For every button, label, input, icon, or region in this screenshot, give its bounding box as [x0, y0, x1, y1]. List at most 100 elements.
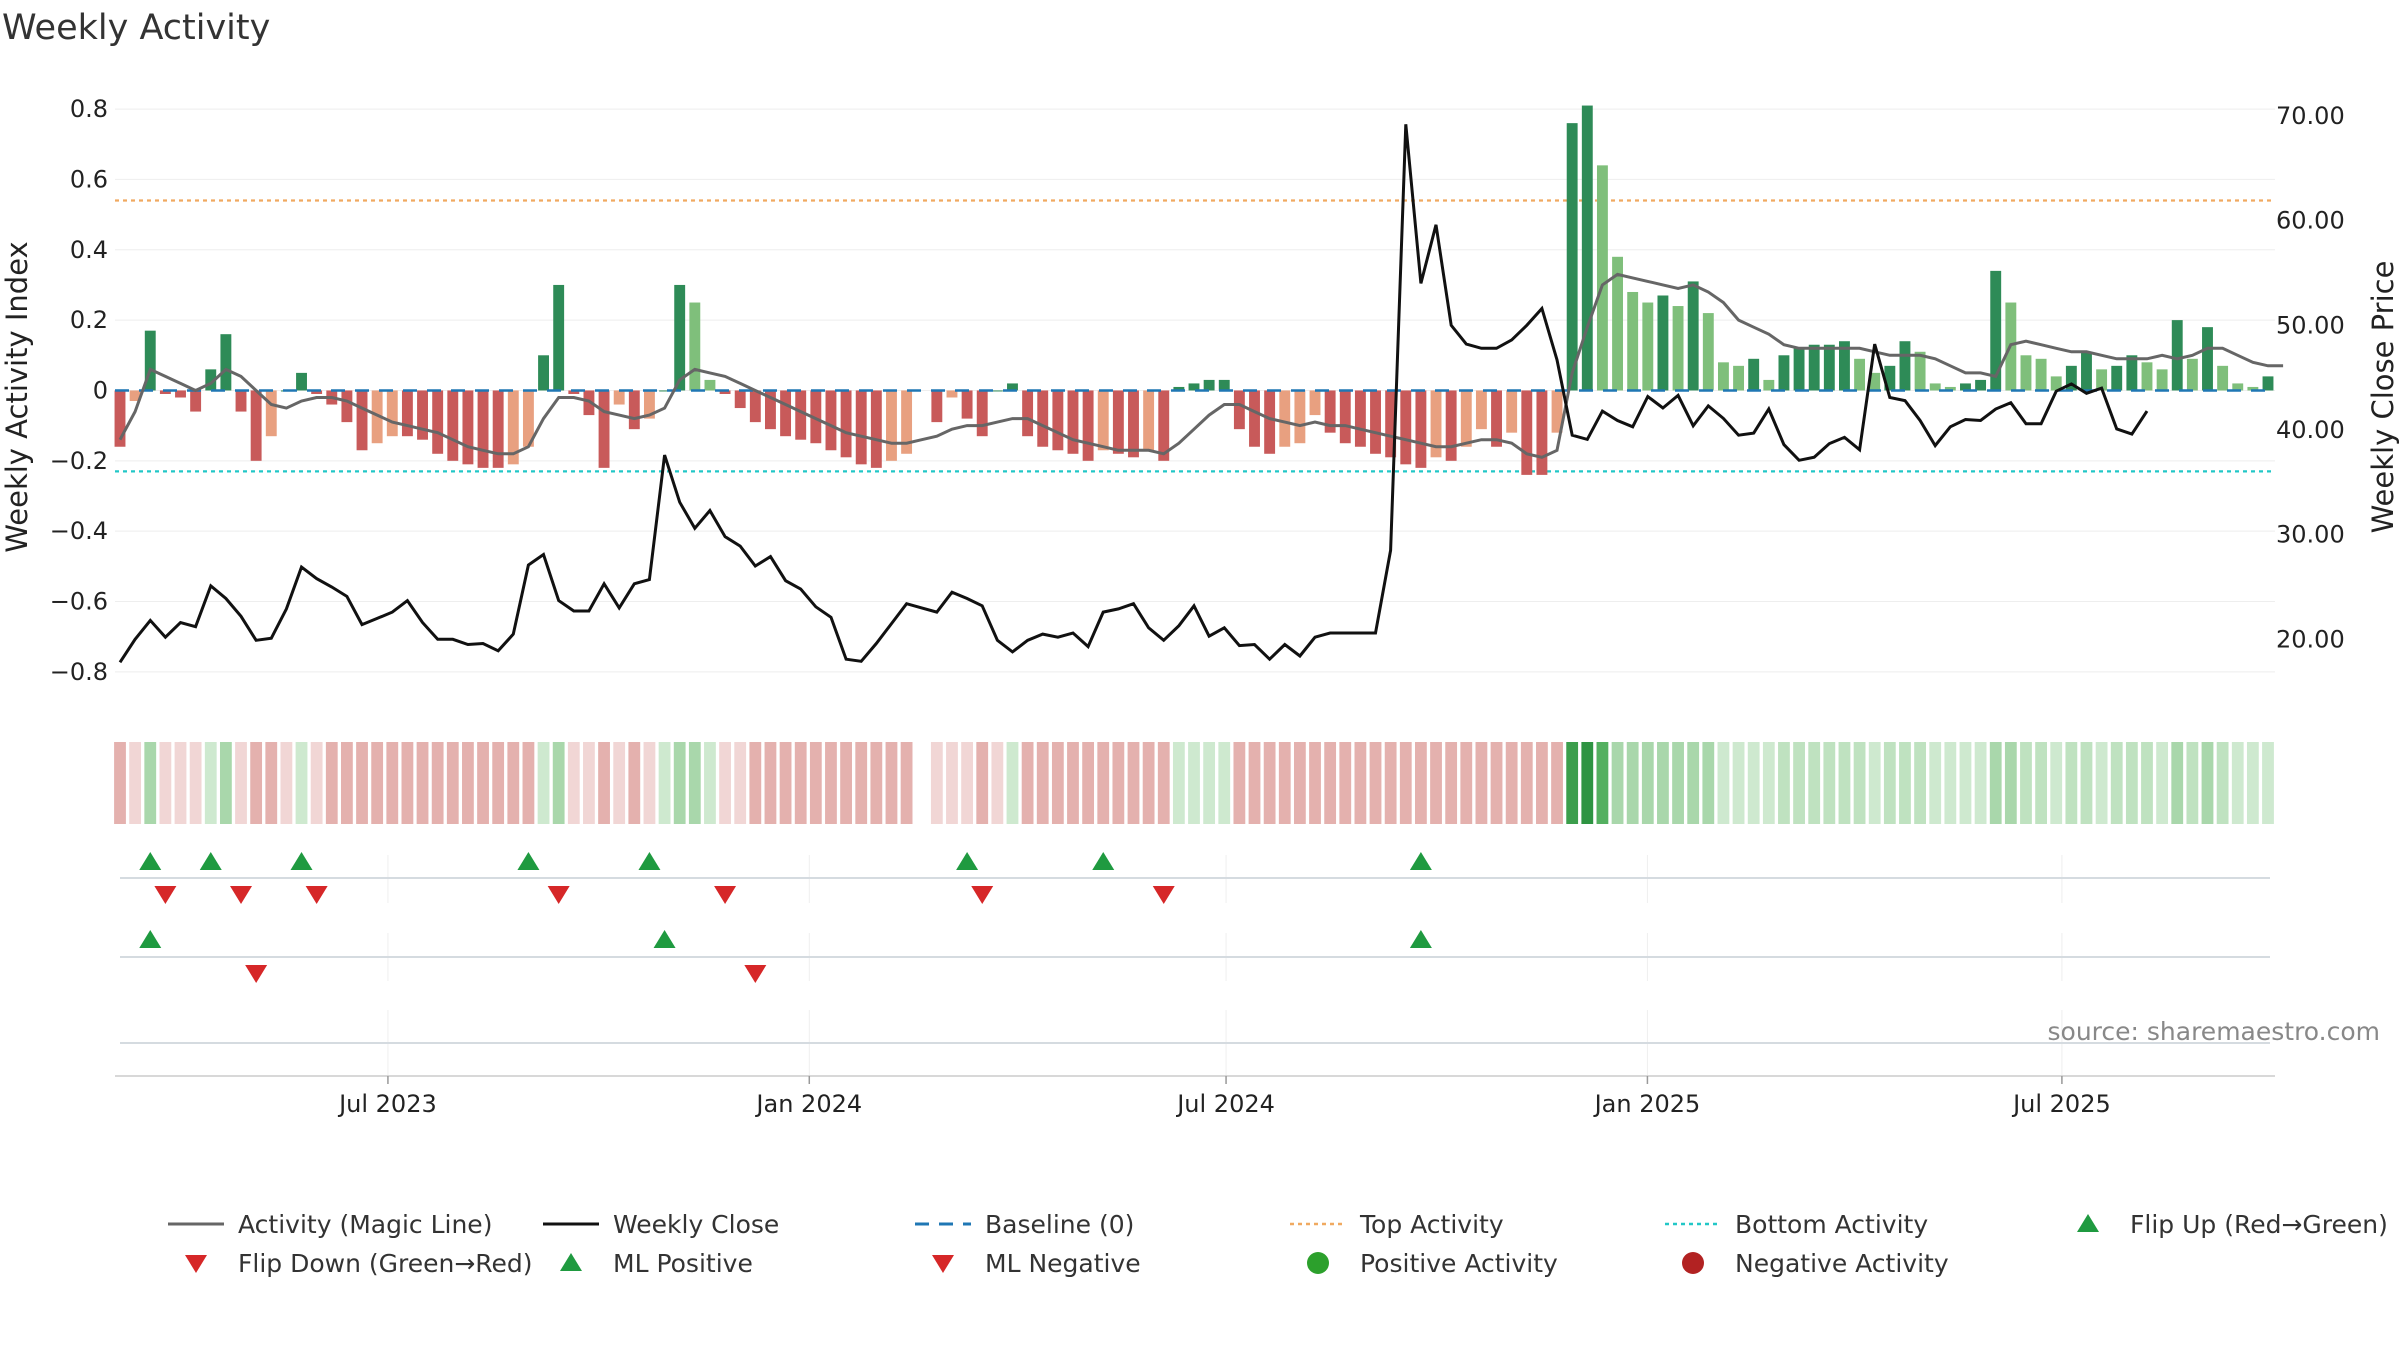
activity-bar	[1823, 344, 1835, 391]
activity-bar	[2186, 358, 2198, 391]
heatmap-cell	[114, 742, 126, 824]
activity-bar	[1506, 390, 1518, 433]
heatmap-cell	[567, 742, 580, 824]
heatmap-cell	[2186, 742, 2199, 824]
activity-bar	[2171, 320, 2183, 391]
activity-bar	[1612, 256, 1623, 391]
heatmap-cell	[1959, 742, 1972, 824]
activity-bar	[1264, 390, 1276, 454]
activity-bar	[1581, 105, 1593, 391]
legend-item: Weekly Close	[543, 1210, 779, 1239]
activity-bar	[159, 390, 171, 394]
heatmap-cell	[2065, 742, 2078, 824]
activity-bar	[1793, 348, 1805, 391]
activity-bar	[553, 284, 565, 391]
heatmap-cell	[462, 742, 474, 824]
y-tick-label: 0.8	[70, 95, 108, 123]
heatmap-cell	[1732, 742, 1745, 824]
activity-bar	[1218, 379, 1230, 391]
heatmap-cell	[1505, 742, 1518, 824]
activity-bar	[1037, 390, 1049, 447]
activity-bar	[931, 390, 943, 423]
activity-bar	[1445, 390, 1457, 461]
y2-tick-label: 40.00	[2276, 416, 2345, 444]
activity-bar	[976, 390, 988, 437]
activity-bar	[205, 369, 217, 391]
activity-bar	[371, 390, 383, 444]
heatmap-cell	[1520, 742, 1533, 824]
y-tick-label: 0.4	[70, 236, 108, 264]
heatmap-cell	[477, 742, 489, 824]
heatmap-cell	[492, 742, 505, 824]
activity-bar	[492, 390, 504, 468]
heatmap-cell	[1036, 742, 1049, 824]
heatmap-cell	[204, 742, 217, 824]
activity-bar	[265, 390, 277, 437]
heatmap-cell	[1430, 742, 1442, 824]
x-tick-label: Jul 2024	[1175, 1090, 1275, 1118]
activity-bar	[1128, 390, 1139, 458]
activity-bar	[129, 390, 141, 402]
activity-bar	[1188, 383, 1200, 391]
activity-bar	[356, 390, 368, 451]
heatmap-cell	[250, 742, 263, 824]
heatmap-cell	[1778, 742, 1790, 824]
activity-bar	[2050, 376, 2062, 391]
activity-bar	[961, 390, 973, 419]
heatmap-cell	[1384, 742, 1397, 824]
activity-bar	[1067, 390, 1079, 454]
activity-bar	[401, 390, 413, 437]
activity-bar	[1309, 390, 1321, 416]
heatmap-cell	[1747, 742, 1760, 824]
activity-bar	[522, 390, 534, 447]
heatmap-cell	[1460, 742, 1473, 824]
x-tick-label: Jan 2024	[754, 1090, 862, 1118]
heatmap-cell	[809, 742, 822, 824]
heatmap-cell	[1566, 742, 1579, 824]
legend-label: Bottom Activity	[1735, 1210, 1928, 1239]
heatmap-cell	[1082, 742, 1095, 824]
activity-bar	[1990, 270, 2002, 391]
x-axis-ticks: Jul 2023 Jan 2024 Jul 2024 Jan 2025 Jul 2025	[337, 1076, 2111, 1118]
activity-bar	[1294, 390, 1306, 444]
activity-bar	[1203, 379, 1215, 391]
heatmap-cell	[1611, 742, 1624, 824]
heatmap-cell	[855, 742, 868, 824]
flip-up-marker	[1092, 852, 1115, 870]
activity-bar	[417, 390, 428, 440]
activity-bar	[296, 372, 307, 391]
flip-up-marker	[517, 852, 540, 870]
legend-swatch	[185, 1255, 207, 1273]
activity-bar	[1158, 390, 1170, 461]
heatmap-cell	[1188, 742, 1200, 824]
heatmap-cell	[144, 742, 157, 824]
heatmap-cell	[1944, 742, 1957, 824]
activity-bar	[386, 390, 398, 437]
activity-bar	[462, 390, 474, 465]
heatmap-cell	[1248, 742, 1261, 824]
heatmap-cell	[1853, 742, 1866, 824]
heatmap-cell	[1838, 742, 1851, 824]
x-tick-label: Jul 2025	[2011, 1090, 2111, 1118]
heatmap-cell	[704, 742, 716, 824]
activity-bar	[840, 390, 852, 458]
activity-bar	[250, 390, 262, 461]
ml-negative-marker	[245, 965, 268, 983]
legend-item: Positive Activity	[1307, 1249, 1558, 1278]
activity-bar	[613, 390, 625, 405]
legend-item: Negative Activity	[1682, 1249, 1949, 1278]
activity-bar	[1914, 351, 1926, 391]
legend-swatch	[932, 1255, 954, 1273]
heatmap-cell	[1218, 742, 1231, 824]
y-axis-label: Weekly Activity Index	[0, 241, 34, 552]
activity-bar	[114, 390, 126, 447]
ml-negative-marker	[744, 965, 767, 983]
heatmap-cell	[1596, 742, 1609, 824]
activity-bar	[568, 390, 580, 394]
activity-bar	[2020, 355, 2032, 391]
heatmap-cell	[235, 742, 247, 824]
legend-swatch	[1682, 1252, 1704, 1274]
flip-up-marker	[139, 852, 162, 870]
heatmap-cell	[643, 742, 656, 824]
activity-bar	[1143, 390, 1155, 451]
